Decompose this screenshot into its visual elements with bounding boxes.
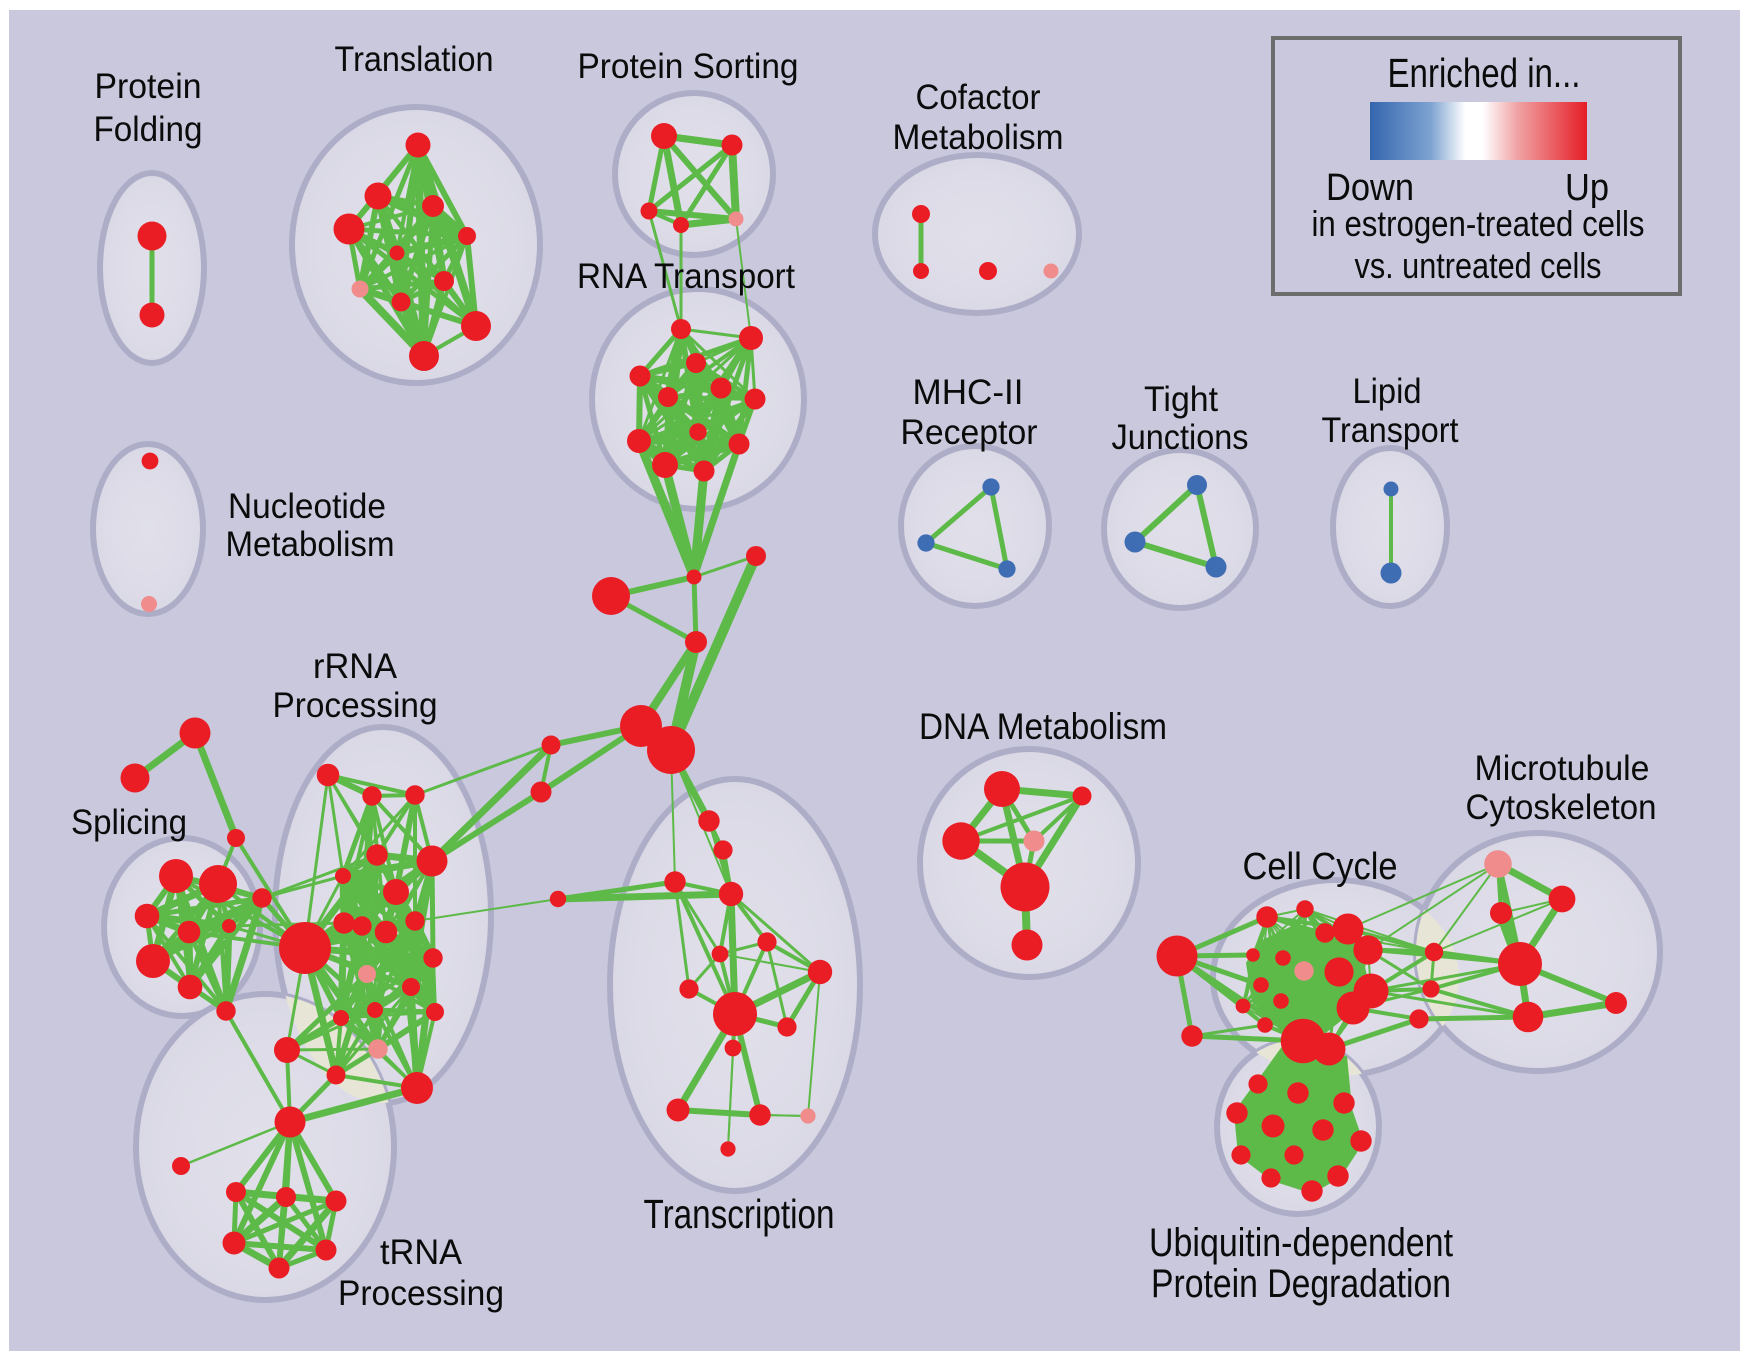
- svg-text:Protein Degradation: Protein Degradation: [1151, 1262, 1451, 1306]
- svg-text:Transport: Transport: [1322, 411, 1459, 450]
- svg-text:Metabolism: Metabolism: [226, 525, 395, 564]
- svg-text:Ubiquitin-dependent: Ubiquitin-dependent: [1149, 1221, 1453, 1265]
- svg-text:RNA Transport: RNA Transport: [577, 257, 795, 296]
- svg-text:tRNA: tRNA: [380, 1233, 463, 1272]
- svg-text:Receptor: Receptor: [901, 413, 1038, 452]
- svg-text:Nucleotide: Nucleotide: [228, 487, 386, 526]
- svg-text:Processing: Processing: [338, 1274, 504, 1313]
- svg-text:Enriched in...: Enriched in...: [1388, 50, 1581, 96]
- svg-text:MHC-II: MHC-II: [913, 373, 1024, 412]
- svg-text:Protein: Protein: [95, 67, 202, 106]
- svg-text:Microtubule: Microtubule: [1475, 749, 1650, 788]
- svg-text:DNA Metabolism: DNA Metabolism: [919, 706, 1167, 747]
- svg-text:Junctions: Junctions: [1112, 418, 1249, 457]
- svg-text:Down: Down: [1326, 167, 1414, 209]
- svg-text:Lipid: Lipid: [1353, 372, 1422, 411]
- svg-text:in estrogen-treated cells: in estrogen-treated cells: [1312, 203, 1645, 244]
- svg-text:vs. untreated cells: vs. untreated cells: [1355, 245, 1602, 286]
- svg-text:Up: Up: [1565, 167, 1609, 209]
- svg-text:Cytoskeleton: Cytoskeleton: [1466, 788, 1657, 827]
- svg-text:rRNA: rRNA: [313, 647, 398, 686]
- svg-text:Transcription: Transcription: [644, 1191, 835, 1237]
- svg-text:Cell Cycle: Cell Cycle: [1243, 846, 1398, 888]
- svg-text:Splicing: Splicing: [71, 803, 187, 842]
- svg-text:Processing: Processing: [273, 686, 438, 725]
- svg-text:Metabolism: Metabolism: [893, 118, 1064, 157]
- svg-text:Protein Sorting: Protein Sorting: [578, 47, 799, 86]
- svg-text:Translation: Translation: [335, 40, 494, 79]
- svg-text:Tight: Tight: [1144, 380, 1218, 419]
- svg-text:Cofactor: Cofactor: [916, 78, 1041, 117]
- svg-text:Folding: Folding: [94, 110, 203, 149]
